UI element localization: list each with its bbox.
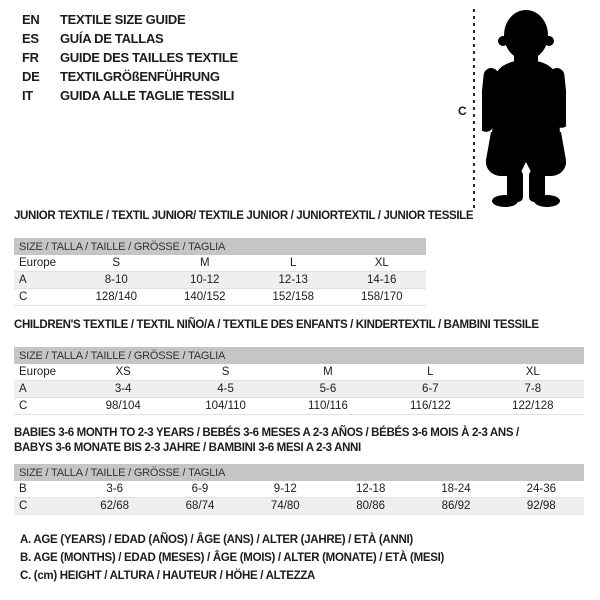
table-cell: 140/152 — [160, 288, 249, 306]
table-cell: S — [72, 255, 161, 272]
table-cell: XL — [337, 255, 426, 272]
row-label-cell: C — [14, 288, 72, 306]
table-cell: 7-8 — [481, 380, 584, 398]
row-label-cell: A — [14, 271, 72, 289]
section-childrens-textile: CHILDREN'S TEXTILE / TEXTIL NIÑO/A / TEX… — [14, 318, 584, 415]
size-table: SIZE / TALLA / TAILLE / GRÖSSE / TAGLIA E… — [14, 238, 426, 306]
table-cell: XS — [72, 364, 175, 381]
baby-silhouette-icon — [482, 10, 566, 207]
table-cell: S — [174, 364, 277, 381]
table-cell: 152/158 — [249, 288, 338, 306]
table-cell: 158/170 — [337, 288, 426, 306]
height-measure-line — [473, 9, 475, 210]
row-label-cell: B — [14, 481, 72, 498]
size-table: SIZE / TALLA / TAILLE / GRÖSSE / TAGLIA E… — [14, 347, 584, 415]
baby-figure: C — [450, 4, 598, 214]
table-cell: 18-24 — [413, 481, 499, 498]
row-label-cell: C — [14, 397, 72, 415]
table-row: Europe S M L XL — [14, 255, 426, 272]
table-row: A 3-4 4-5 5-6 6-7 7-8 — [14, 380, 584, 398]
table-cell: M — [276, 364, 380, 381]
row-label-cell: C — [14, 497, 72, 515]
table-cell: 24-36 — [498, 481, 584, 498]
size-header-label: SIZE / TALLA / TAILLE / GRÖSSE / TAGLIA — [14, 464, 584, 481]
language-row: EN TEXTILE SIZE GUIDE — [22, 10, 238, 29]
table-row: C 128/140 140/152 152/158 158/170 — [14, 288, 426, 306]
table-cell: 10-12 — [160, 271, 249, 289]
table-cell: 3-4 — [72, 380, 175, 398]
row-label-cell: A — [14, 380, 72, 398]
footnote-line: B. AGE (MONTHS) / EDAD (MESES) / ÂGE (MO… — [20, 552, 445, 564]
table-cell: 74/80 — [242, 497, 328, 515]
table-row: A 8-10 10-12 12-13 14-16 — [14, 271, 426, 289]
language-code: ES — [22, 31, 39, 46]
language-code: IT — [22, 88, 33, 103]
language-code: EN — [22, 12, 40, 27]
language-code: FR — [22, 50, 39, 65]
table-cell: XL — [481, 364, 584, 381]
language-title: GUIDA ALLE TAGLIE TESSILI — [60, 88, 235, 103]
section-babies-textile: BABIES 3-6 MONTH TO 2-3 YEARS / BEBÉS 3-… — [14, 426, 584, 515]
language-row: ES GUÍA DE TALLAS — [22, 29, 238, 48]
table-cell: 12-18 — [327, 481, 414, 498]
height-measure-label: C — [458, 104, 467, 118]
table-title: JUNIOR TEXTILE / TEXTIL JUNIOR/ TEXTILE … — [14, 210, 474, 222]
footnotes: A. AGE (YEARS) / EDAD (AÑOS) / ÂGE (ANS)… — [20, 531, 444, 585]
table-row: B 3-6 6-9 9-12 12-18 18-24 24-36 — [14, 481, 584, 498]
language-row: DE TEXTILGRÖßENFÜHRUNG — [22, 67, 238, 86]
language-code: DE — [22, 69, 40, 84]
footnote-line: A. AGE (YEARS) / EDAD (AÑOS) / ÂGE (ANS)… — [20, 534, 413, 546]
table-cell: L — [379, 364, 482, 381]
language-title: TEXTILGRÖßENFÜHRUNG — [60, 69, 220, 84]
table-cell: 6-9 — [157, 481, 243, 498]
table-row: Europe XS S M L XL — [14, 364, 584, 381]
table-cell: 14-16 — [337, 271, 426, 289]
language-title: GUIDE DES TAILLES TEXTILE — [60, 50, 238, 65]
table-cell: 62/68 — [72, 497, 158, 515]
table-cell: 128/140 — [72, 288, 161, 306]
row-label-cell: Europe — [14, 255, 72, 272]
table-title: BABIES 3-6 MONTH TO 2-3 YEARS / BEBÉS 3-… — [14, 427, 519, 439]
table-cell: 104/110 — [174, 397, 277, 415]
table-cell: 68/74 — [157, 497, 243, 515]
table-title: CHILDREN'S TEXTILE / TEXTIL NIÑO/A / TEX… — [14, 319, 539, 331]
size-header-row: SIZE / TALLA / TAILLE / GRÖSSE / TAGLIA — [14, 464, 584, 481]
table-cell: 6-7 — [379, 380, 482, 398]
table-cell: 8-10 — [72, 271, 161, 289]
table-row: C 62/68 68/74 74/80 80/86 86/92 92/98 — [14, 497, 584, 515]
footnote-line: C. (cm) HEIGHT / ALTURA / HAUTEUR / HÖHE… — [20, 570, 316, 582]
size-header-row: SIZE / TALLA / TAILLE / GRÖSSE / TAGLIA — [14, 347, 584, 364]
size-table: SIZE / TALLA / TAILLE / GRÖSSE / TAGLIA B… — [14, 464, 584, 515]
table-cell: L — [249, 255, 338, 272]
table-cell: 92/98 — [498, 497, 584, 515]
table-cell: 12-13 — [249, 271, 338, 289]
table-title: BABYS 3-6 MONATE BIS 2-3 JAHRE / BAMBINI… — [14, 442, 361, 454]
language-row: FR GUIDE DES TAILLES TEXTILE — [22, 48, 238, 67]
table-cell: 110/116 — [276, 397, 380, 415]
table-cell: 122/128 — [481, 397, 584, 415]
table-cell: 98/104 — [72, 397, 175, 415]
table-cell: 5-6 — [276, 380, 380, 398]
row-label-cell: Europe — [14, 364, 72, 381]
size-header-row: SIZE / TALLA / TAILLE / GRÖSSE / TAGLIA — [14, 238, 426, 255]
language-row: IT GUIDA ALLE TAGLIE TESSILI — [22, 86, 238, 105]
table-cell: 80/86 — [327, 497, 414, 515]
language-guide: EN TEXTILE SIZE GUIDE ES GUÍA DE TALLAS FR GU… — [22, 10, 238, 105]
table-cell: 4-5 — [174, 380, 277, 398]
section-junior-textile: JUNIOR TEXTILE / TEXTIL JUNIOR/ TEXTILE … — [14, 209, 474, 306]
size-header-label: SIZE / TALLA / TAILLE / GRÖSSE / TAGLIA — [14, 238, 426, 255]
language-title: GUÍA DE TALLAS — [60, 31, 164, 46]
table-cell: 116/122 — [379, 397, 482, 415]
table-cell: 86/92 — [413, 497, 499, 515]
table-cell: 9-12 — [242, 481, 328, 498]
size-header-label: SIZE / TALLA / TAILLE / GRÖSSE / TAGLIA — [14, 347, 584, 364]
table-row: C 98/104 104/110 110/116 116/122 122/128 — [14, 397, 584, 415]
table-cell: M — [160, 255, 249, 272]
table-cell: 3-6 — [72, 481, 158, 498]
language-title: TEXTILE SIZE GUIDE — [60, 12, 186, 27]
